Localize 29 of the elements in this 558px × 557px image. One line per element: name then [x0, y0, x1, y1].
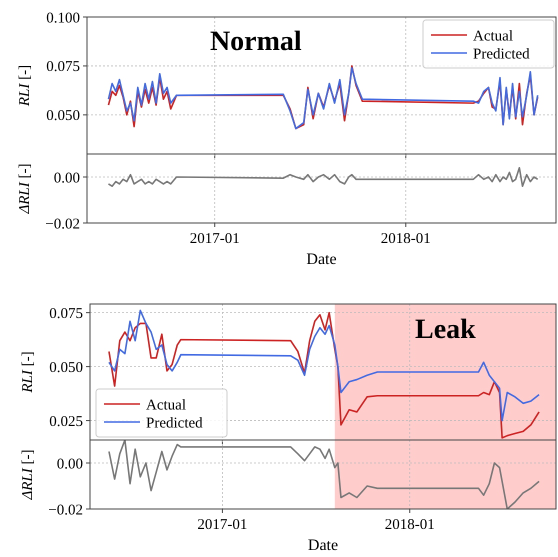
x-axis-title: Date [306, 251, 337, 268]
y-axis-title: ΔRLI [-] [20, 449, 36, 501]
x-tick-label: 2018-01 [384, 517, 435, 533]
y-tick-label: 0.075 [46, 59, 80, 76]
y-tick-label: −0.02 [45, 216, 80, 232]
y-axis-title: ΔRLI [-] [17, 163, 33, 215]
y-tick-label: 0.050 [46, 108, 80, 124]
legend-label: Actual [473, 28, 513, 44]
y-tick-label: 0.050 [49, 360, 83, 376]
y-tick-label: 0.025 [49, 414, 83, 430]
y-tick-label: 0.075 [49, 306, 83, 322]
annotation: Normal [210, 26, 302, 57]
x-axis-title: Date [308, 537, 338, 554]
legend-label: Predicted [473, 46, 530, 62]
line-series [108, 440, 540, 509]
y-axis-title: RLI [-] [17, 64, 33, 108]
legend-label: Actual [146, 397, 186, 414]
y-tick-label: −0.02 [48, 502, 83, 518]
y-tick-label: 0.00 [56, 456, 83, 472]
x-tick-label: 2018-01 [380, 231, 431, 247]
band-label: Leak [415, 314, 476, 345]
legend-label: Predicted [146, 415, 204, 432]
y-axis-title: RLI [-] [20, 351, 36, 394]
y-tick-label: 0.100 [46, 10, 80, 26]
line-series [108, 167, 538, 187]
line-series [108, 312, 540, 439]
x-tick-label: 2017-01 [197, 517, 248, 533]
x-tick-label: 2017-01 [190, 231, 240, 247]
y-tick-label: 0.00 [54, 170, 80, 186]
